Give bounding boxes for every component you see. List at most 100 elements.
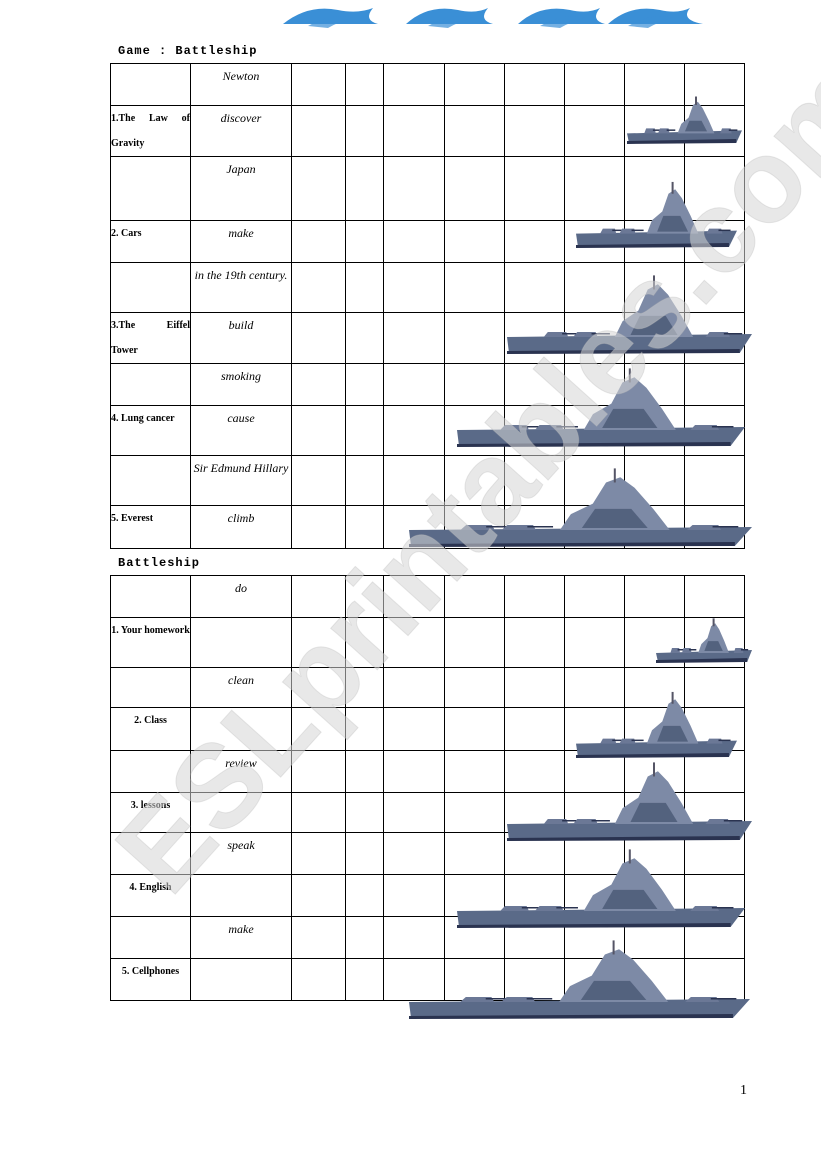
grid-cell[interactable] [624,575,685,618]
grid-cell[interactable] [291,363,346,406]
grid-cell[interactable] [564,667,625,708]
grid-cell[interactable] [291,575,346,618]
grid-cell[interactable] [504,455,565,506]
grid-cell[interactable] [684,105,745,157]
grid-cell[interactable] [345,792,384,833]
grid-cell[interactable] [383,220,445,263]
grid-cell[interactable] [345,220,384,263]
grid-cell[interactable] [564,750,625,793]
grid-cell[interactable] [444,575,505,618]
grid-cell[interactable] [291,455,346,506]
grid-cell[interactable] [624,792,685,833]
grid-cell[interactable] [684,455,745,506]
grid-cell[interactable] [504,916,565,959]
grid-cell[interactable] [684,958,745,1001]
grid-cell[interactable] [383,63,445,106]
grid-cell[interactable] [504,792,565,833]
grid-cell[interactable] [624,750,685,793]
grid-cell[interactable] [624,874,685,917]
grid-cell[interactable] [504,363,565,406]
grid-cell[interactable] [291,63,346,106]
grid-cell[interactable] [684,156,745,221]
grid-cell[interactable] [345,262,384,313]
grid-cell[interactable] [444,832,505,875]
grid-cell[interactable] [444,363,505,406]
grid-cell[interactable] [624,505,685,549]
grid-cell[interactable] [383,874,445,917]
grid-cell[interactable] [504,750,565,793]
grid-cell[interactable] [564,312,625,364]
grid-cell[interactable] [383,156,445,221]
grid-cell[interactable] [444,312,505,364]
grid-cell[interactable] [504,958,565,1001]
grid-cell[interactable] [345,958,384,1001]
grid-cell[interactable] [383,617,445,668]
grid-cell[interactable] [624,617,685,668]
grid-cell[interactable] [444,958,505,1001]
grid-cell[interactable] [624,958,685,1001]
grid-cell[interactable] [444,455,505,506]
grid-cell[interactable] [345,105,384,157]
grid-cell[interactable] [291,262,346,313]
grid-cell[interactable] [684,707,745,751]
grid-cell[interactable] [684,792,745,833]
grid-cell[interactable] [345,363,384,406]
grid-cell[interactable] [684,405,745,456]
grid-cell[interactable] [383,363,445,406]
grid-cell[interactable] [291,874,346,917]
grid-cell[interactable] [444,707,505,751]
grid-cell[interactable] [291,750,346,793]
grid-cell[interactable] [345,617,384,668]
grid-cell[interactable] [624,916,685,959]
grid-cell[interactable] [564,874,625,917]
grid-cell[interactable] [444,750,505,793]
grid-cell[interactable] [383,105,445,157]
grid-cell[interactable] [624,455,685,506]
grid-cell[interactable] [564,63,625,106]
grid-cell[interactable] [504,405,565,456]
grid-cell[interactable] [684,505,745,549]
grid-cell[interactable] [684,262,745,313]
grid-cell[interactable] [291,667,346,708]
grid-cell[interactable] [504,832,565,875]
grid-cell[interactable] [504,505,565,549]
grid-cell[interactable] [624,262,685,313]
grid-cell[interactable] [504,220,565,263]
grid-cell[interactable] [504,156,565,221]
grid-cell[interactable] [383,667,445,708]
grid-cell[interactable] [684,874,745,917]
grid-cell[interactable] [444,505,505,549]
grid-cell[interactable] [504,667,565,708]
grid-cell[interactable] [345,874,384,917]
grid-cell[interactable] [383,505,445,549]
grid-cell[interactable] [684,667,745,708]
grid-cell[interactable] [383,262,445,313]
grid-cell[interactable] [564,505,625,549]
grid-cell[interactable] [624,105,685,157]
grid-cell[interactable] [624,832,685,875]
grid-cell[interactable] [624,405,685,456]
grid-cell[interactable] [624,707,685,751]
grid-cell[interactable] [564,363,625,406]
grid-cell[interactable] [684,575,745,618]
grid-cell[interactable] [504,707,565,751]
grid-cell[interactable] [564,156,625,221]
grid-cell[interactable] [684,220,745,263]
grid-cell[interactable] [291,617,346,668]
grid-cell[interactable] [291,105,346,157]
grid-cell[interactable] [291,916,346,959]
grid-cell[interactable] [564,617,625,668]
grid-cell[interactable] [684,916,745,959]
grid-cell[interactable] [444,916,505,959]
grid-cell[interactable] [684,312,745,364]
grid-cell[interactable] [504,874,565,917]
grid-cell[interactable] [345,667,384,708]
grid-cell[interactable] [444,405,505,456]
grid-cell[interactable] [504,312,565,364]
grid-cell[interactable] [564,455,625,506]
grid-cell[interactable] [504,617,565,668]
grid-cell[interactable] [684,832,745,875]
grid-cell[interactable] [444,156,505,221]
grid-cell[interactable] [564,575,625,618]
grid-cell[interactable] [684,363,745,406]
